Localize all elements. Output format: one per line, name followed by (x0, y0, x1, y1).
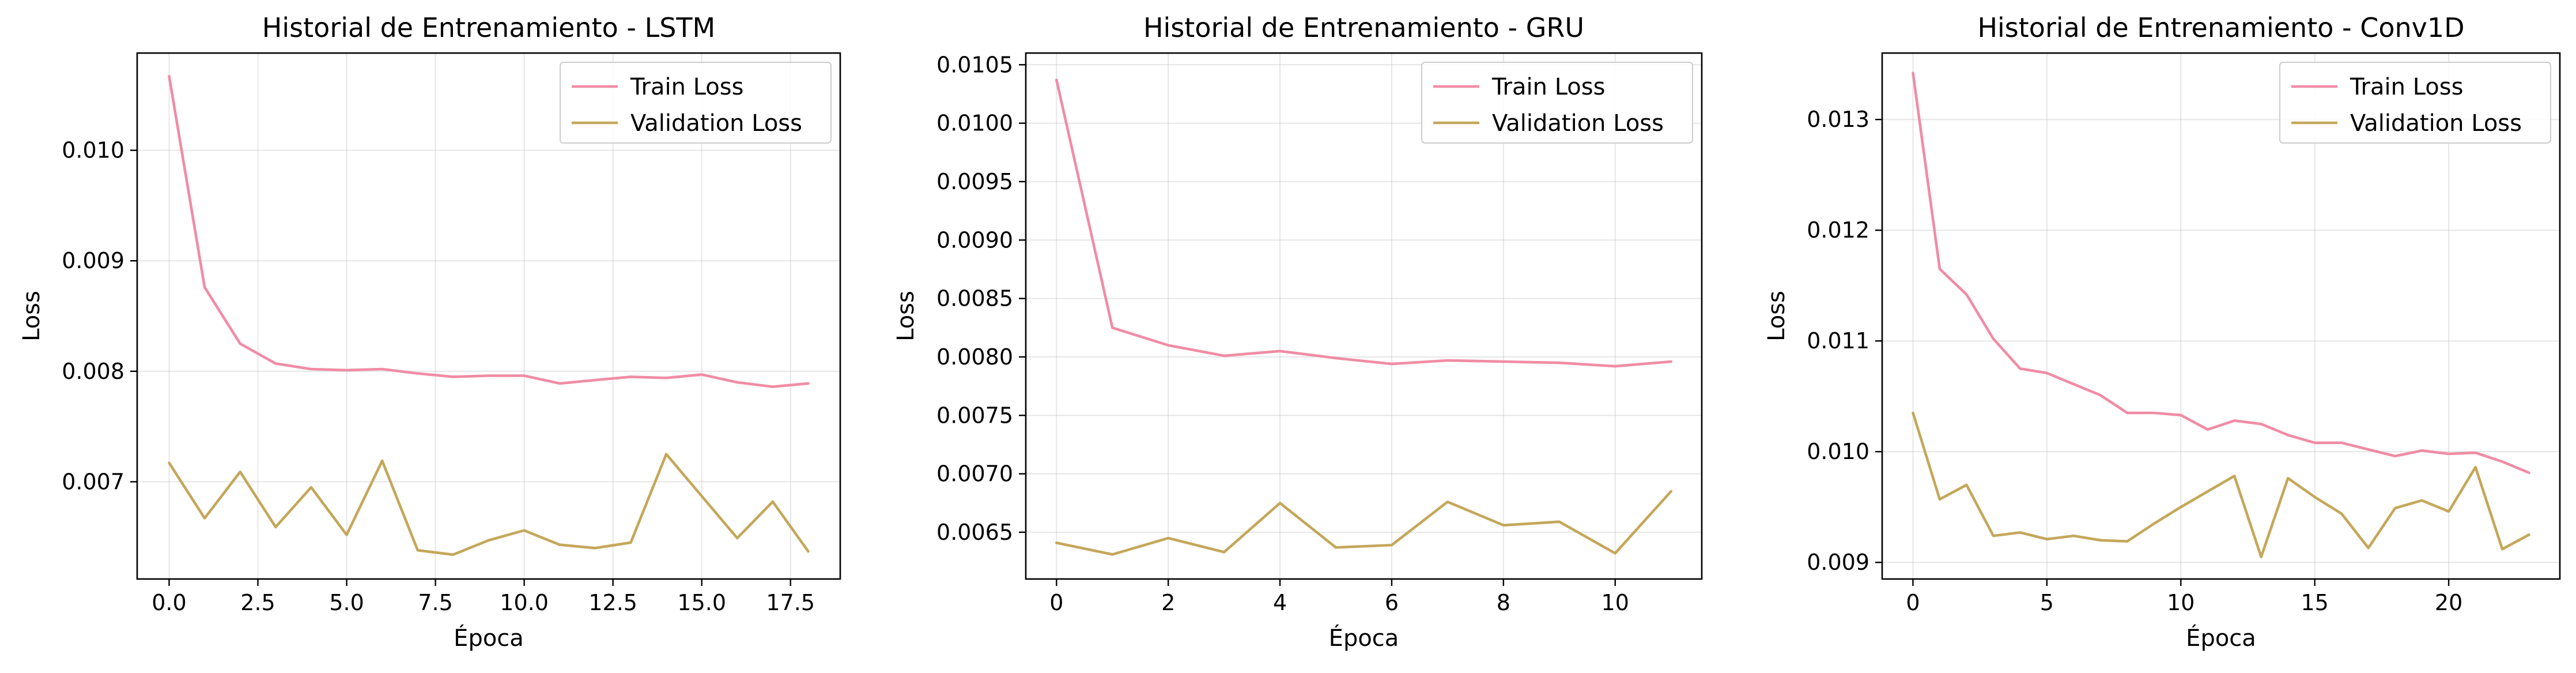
x-axis-label: Época (454, 624, 524, 652)
plot-frame (136, 52, 841, 580)
y-tick-label: 0.009 (1807, 550, 1869, 575)
y-tick-label: 0.0070 (936, 461, 1013, 487)
chart-panel-2: 0 5 10 15 20 0.009 0.010 0.011 0.012 0.013 Histori… (1763, 12, 2561, 652)
y-tick-label: 0.0080 (936, 344, 1013, 370)
chart-panel-0: 0.0 2.5 5.0 7.5 10.0 12.5 15.0 17.5 0.007 0.008 0.… (18, 12, 841, 652)
x-tick-label: 4 (1273, 590, 1287, 615)
y-tick-label: 0.0100 (936, 111, 1013, 136)
x-tick-label: 2 (1161, 590, 1175, 615)
x-tick-label: 15 (2301, 590, 2329, 615)
y-tick-label: 0.011 (1807, 328, 1869, 354)
x-tick-label: 10 (2167, 590, 2194, 615)
x-tick-label: 8 (1497, 590, 1510, 615)
y-tick-label: 0.012 (1807, 217, 1869, 243)
legend-label: Train Loss (1491, 74, 1605, 100)
legend: Train Loss Validation Loss (2279, 62, 2551, 144)
series-line-train-loss (168, 74, 810, 388)
plot-frame (1025, 52, 1703, 580)
y-tick-label: 0.0095 (936, 169, 1013, 194)
legend-box (1421, 62, 1693, 144)
x-tick-label: 0 (1049, 590, 1063, 615)
y-axis-label: Loss (893, 291, 919, 341)
y-tick-label: 0.008 (62, 359, 124, 384)
y-axis-label: Loss (1763, 291, 1790, 341)
series-line-train-loss (1912, 72, 2530, 475)
legend-box (2279, 62, 2551, 144)
series-line-train-loss (1055, 78, 1672, 368)
y-tick-label: 0.010 (62, 138, 124, 163)
y-tick-label: 0.0075 (936, 403, 1013, 428)
y-axis-label: Loss (18, 291, 45, 341)
x-tick-label: 10 (1601, 590, 1629, 615)
x-tick-label: 15.0 (677, 590, 726, 615)
chart-panel-1: 0 2 4 6 8 10 0.0065 0.0070 0.0075 0.0080 0.0085 0.0… (893, 12, 1703, 652)
x-tick-label: 6 (1385, 590, 1399, 615)
legend-label: Validation Loss (1492, 110, 1664, 137)
x-axis-label: Época (1329, 624, 1399, 652)
x-axis-label: Época (2186, 624, 2256, 652)
y-tick-label: 0.0065 (936, 520, 1013, 545)
series-line-validation-loss (1055, 490, 1672, 556)
legend-label: Train Loss (630, 74, 743, 100)
chart-title: Historial de Entrenamiento - LSTM (262, 12, 715, 43)
y-tick-label: 0.013 (1807, 107, 1869, 132)
chart-title: Historial de Entrenamiento - Conv1D (1977, 12, 2464, 43)
y-tick-label: 0.0105 (936, 52, 1013, 77)
x-tick-label: 5 (2040, 590, 2054, 615)
legend-label: Validation Loss (2350, 110, 2522, 137)
legend: Train Loss Validation Loss (560, 62, 832, 144)
x-tick-label: 10.0 (500, 590, 549, 615)
legend-box (560, 62, 832, 144)
legend-label: Validation Loss (630, 110, 802, 137)
series-line-validation-loss (168, 453, 810, 557)
x-tick-label: 12.5 (588, 590, 637, 615)
y-tick-label: 0.010 (1807, 439, 1869, 464)
x-tick-label: 0.0 (152, 590, 186, 615)
x-tick-label: 5.0 (329, 590, 364, 615)
plot-frame (1881, 52, 2561, 580)
y-tick-label: 0.0090 (936, 227, 1013, 253)
y-tick-label: 0.007 (62, 469, 124, 494)
y-tick-label: 0.009 (62, 248, 124, 273)
x-tick-label: 2.5 (240, 590, 275, 615)
legend-label: Train Loss (2350, 74, 2463, 100)
x-tick-label: 17.5 (766, 590, 815, 615)
legend: Train Loss Validation Loss (1421, 62, 1693, 144)
y-tick-label: 0.0085 (936, 286, 1013, 311)
chart-title: Historial de Entrenamiento - GRU (1143, 12, 1584, 43)
x-tick-label: 0 (1906, 590, 1920, 615)
x-tick-label: 20 (2435, 590, 2462, 615)
x-tick-label: 7.5 (418, 590, 452, 615)
series-line-validation-loss (1912, 411, 2530, 558)
